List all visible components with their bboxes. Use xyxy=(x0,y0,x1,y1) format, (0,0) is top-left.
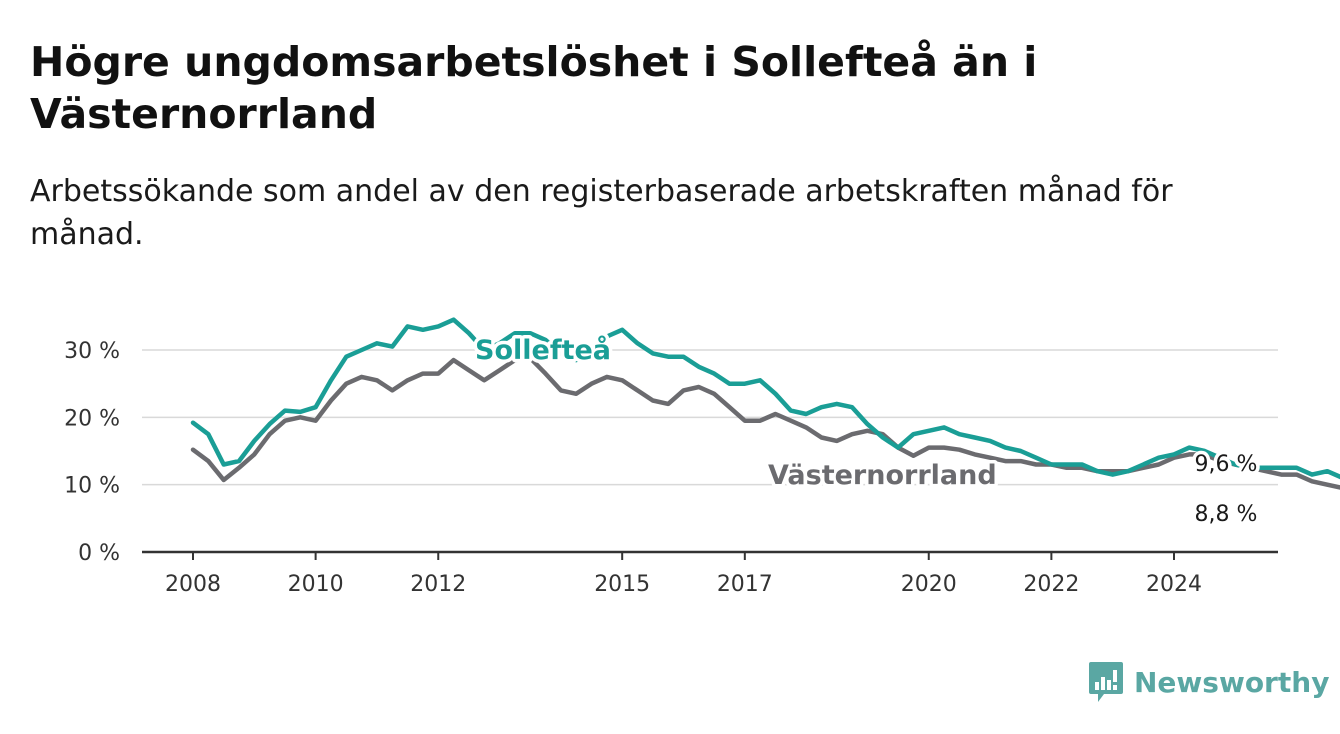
end-label-vasternorrland-halo: 8,8 % xyxy=(1195,502,1258,527)
y-tick-label: 10 % xyxy=(64,474,120,499)
y-tick-label: 0 % xyxy=(78,541,120,566)
x-tick-label: 2017 xyxy=(717,572,773,597)
end-label-solleftea: 9,6 % xyxy=(1195,452,1258,477)
end-label-vasternorrland: 8,8 % xyxy=(1195,502,1258,527)
x-tick-label: 2010 xyxy=(288,572,344,597)
series-label-vasternorrland-halo: Västernorrland xyxy=(768,460,997,491)
chart-title: Högre ungdomsarbetslöshet i Sollefteå än… xyxy=(30,38,1038,138)
series-line-vasternorrland xyxy=(190,355,1340,490)
chart-subtitle: Arbetssökande som andel av den registerb… xyxy=(30,174,1173,252)
x-tick-label: 2024 xyxy=(1146,572,1202,597)
y-tick-label: 30 % xyxy=(64,339,120,364)
x-tick-label: 2012 xyxy=(410,572,466,597)
series-line-solleftea xyxy=(190,317,1340,480)
series-label-solleftea: Sollefteå xyxy=(475,334,611,366)
newsworthy-logo-icon xyxy=(1089,662,1123,702)
y-tick-label: 20 % xyxy=(64,406,120,431)
x-tick-label: 2020 xyxy=(901,572,957,597)
x-tick-label: 2015 xyxy=(594,572,650,597)
x-tick-label: 2008 xyxy=(165,572,221,597)
series-label-vasternorrland: Västernorrland xyxy=(768,460,997,491)
end-label-solleftea-halo: 9,6 % xyxy=(1195,452,1258,477)
brand-name: Newsworthy xyxy=(1134,665,1330,699)
series-label-solleftea-halo: Sollefteå xyxy=(475,334,611,366)
brand-logo: Newsworthy xyxy=(1088,660,1329,704)
x-tick-label: 2022 xyxy=(1023,572,1079,597)
